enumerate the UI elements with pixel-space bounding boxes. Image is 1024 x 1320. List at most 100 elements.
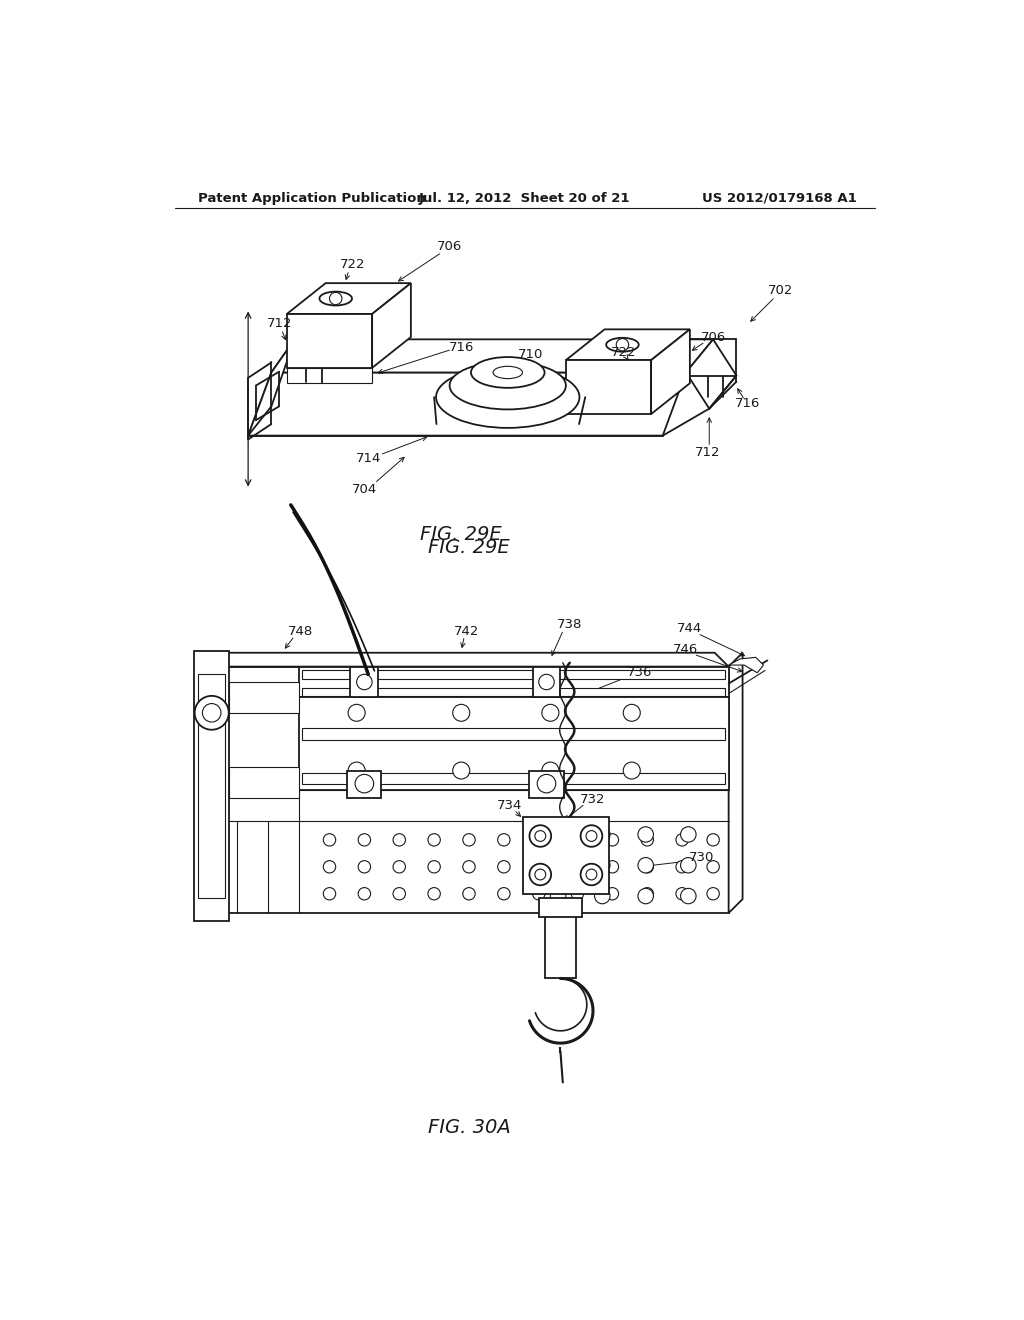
Circle shape <box>535 830 546 841</box>
Polygon shape <box>350 667 378 697</box>
Circle shape <box>676 861 688 873</box>
Circle shape <box>616 339 629 351</box>
Polygon shape <box>206 667 729 913</box>
Circle shape <box>595 888 610 904</box>
Circle shape <box>606 861 618 873</box>
Text: FIG. 30A: FIG. 30A <box>428 1118 510 1137</box>
Circle shape <box>535 869 546 880</box>
Text: 702: 702 <box>768 284 794 297</box>
Text: 742: 742 <box>454 624 479 638</box>
Ellipse shape <box>606 338 639 351</box>
Ellipse shape <box>471 356 545 388</box>
Text: 738: 738 <box>557 618 583 631</box>
Circle shape <box>453 762 470 779</box>
Polygon shape <box>198 675 225 898</box>
Text: 714: 714 <box>355 453 381 465</box>
Circle shape <box>324 861 336 873</box>
Circle shape <box>324 834 336 846</box>
Circle shape <box>539 675 554 689</box>
Circle shape <box>606 887 618 900</box>
Circle shape <box>538 775 556 793</box>
Circle shape <box>542 762 559 779</box>
Text: 730: 730 <box>689 851 714 865</box>
Circle shape <box>428 834 440 846</box>
Polygon shape <box>206 653 729 667</box>
Circle shape <box>498 834 510 846</box>
Text: 722: 722 <box>611 346 637 359</box>
Circle shape <box>393 861 406 873</box>
Circle shape <box>356 675 372 689</box>
Text: FIG. 29E: FIG. 29E <box>421 524 502 544</box>
Polygon shape <box>651 330 690 414</box>
Polygon shape <box>287 314 372 368</box>
Circle shape <box>638 858 653 873</box>
Circle shape <box>203 704 221 722</box>
Circle shape <box>641 834 653 846</box>
Circle shape <box>428 861 440 873</box>
Circle shape <box>707 887 719 900</box>
Circle shape <box>358 887 371 900</box>
Circle shape <box>453 705 470 721</box>
Ellipse shape <box>436 367 580 428</box>
Circle shape <box>529 825 551 847</box>
Text: 748: 748 <box>288 624 312 638</box>
Circle shape <box>681 858 696 873</box>
Polygon shape <box>566 360 651 414</box>
Circle shape <box>498 887 510 900</box>
Circle shape <box>638 826 653 842</box>
Circle shape <box>463 861 475 873</box>
Polygon shape <box>302 669 725 678</box>
Circle shape <box>641 887 653 900</box>
Polygon shape <box>347 771 381 797</box>
Circle shape <box>595 858 610 873</box>
Circle shape <box>681 826 696 842</box>
Polygon shape <box>248 372 686 436</box>
Circle shape <box>586 830 597 841</box>
Polygon shape <box>729 657 764 673</box>
Circle shape <box>586 869 597 880</box>
Circle shape <box>638 888 653 904</box>
Circle shape <box>707 861 719 873</box>
Polygon shape <box>372 284 411 368</box>
Circle shape <box>676 887 688 900</box>
Polygon shape <box>299 667 729 697</box>
Polygon shape <box>299 697 729 789</box>
Polygon shape <box>545 913 575 978</box>
Polygon shape <box>228 682 299 713</box>
Text: 712: 712 <box>695 446 721 459</box>
Text: 706: 706 <box>437 240 462 253</box>
Polygon shape <box>302 774 725 784</box>
Polygon shape <box>539 898 583 917</box>
Circle shape <box>550 858 566 873</box>
Circle shape <box>532 834 545 846</box>
Polygon shape <box>729 653 742 913</box>
Circle shape <box>550 826 566 842</box>
Circle shape <box>195 696 228 730</box>
Polygon shape <box>194 651 228 921</box>
Text: Patent Application Publication: Patent Application Publication <box>198 191 426 205</box>
Circle shape <box>532 861 545 873</box>
Circle shape <box>571 834 584 846</box>
Circle shape <box>606 834 618 846</box>
Text: US 2012/0179168 A1: US 2012/0179168 A1 <box>701 191 856 205</box>
Text: 704: 704 <box>352 483 377 496</box>
Polygon shape <box>287 368 372 383</box>
Polygon shape <box>523 817 608 894</box>
Polygon shape <box>686 339 736 409</box>
Text: 746: 746 <box>674 643 698 656</box>
Polygon shape <box>287 284 411 314</box>
Text: 716: 716 <box>449 341 474 354</box>
Circle shape <box>550 888 566 904</box>
Circle shape <box>676 834 688 846</box>
Text: FIG. 29E: FIG. 29E <box>428 537 510 557</box>
Circle shape <box>581 825 602 847</box>
Text: 732: 732 <box>581 792 606 805</box>
Circle shape <box>358 834 371 846</box>
Polygon shape <box>529 771 563 797</box>
Circle shape <box>463 834 475 846</box>
Circle shape <box>330 293 342 305</box>
Circle shape <box>542 705 559 721</box>
Circle shape <box>393 834 406 846</box>
Text: 710: 710 <box>518 348 544 362</box>
Circle shape <box>393 887 406 900</box>
